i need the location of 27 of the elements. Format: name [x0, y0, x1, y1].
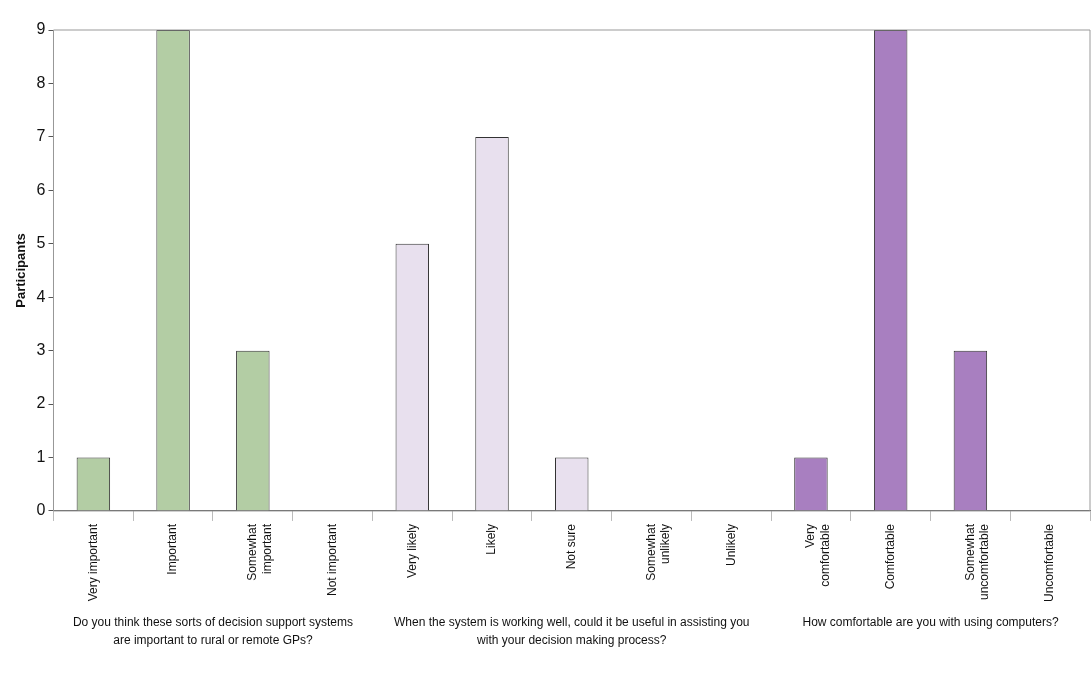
y-tick-label: 5 [36, 234, 46, 252]
y-tick-label: 4 [36, 287, 46, 305]
y-tick-label: 6 [36, 180, 46, 198]
y-tick-label: 2 [36, 394, 46, 412]
x-tick-label: Very likely [404, 523, 419, 578]
x-tick-label: Somewhat important [245, 523, 274, 581]
x-tick-label: Comfortable [882, 523, 897, 590]
x-tick-label: Very important [85, 523, 100, 602]
y-axis-title: Participants [13, 233, 29, 308]
x-tick-label: Important [165, 523, 180, 575]
x-tick-label: Likely [484, 523, 499, 555]
text: When the system is working well, could it be useful in assisting you with your decision making process? [394, 615, 750, 648]
text: Do you think these sorts of decision support systems are important to rural or remote GPs? [72, 615, 354, 648]
x-tick-label: Uncomfortable [1042, 523, 1057, 603]
y-tick-label: 7 [36, 127, 46, 145]
y-tick-label: 8 [36, 73, 46, 91]
x-tick-label: Not sure [564, 523, 579, 570]
text: How comfortable are you with using computers? [802, 615, 1059, 630]
x-tick-label: Very comfortable [803, 523, 832, 587]
x-tick-label: Somewhat uncomfortable [962, 523, 992, 601]
y-tick-label: 3 [36, 341, 46, 359]
y-tick-label: 9 [36, 20, 46, 38]
x-tick-label: Not important [324, 523, 339, 596]
x-tick-label: Somewhat unlikely [643, 523, 673, 581]
x-tick-label: Unlikely [723, 523, 738, 566]
y-tick-label: 0 [36, 501, 46, 519]
y-tick-label: 1 [36, 447, 46, 465]
